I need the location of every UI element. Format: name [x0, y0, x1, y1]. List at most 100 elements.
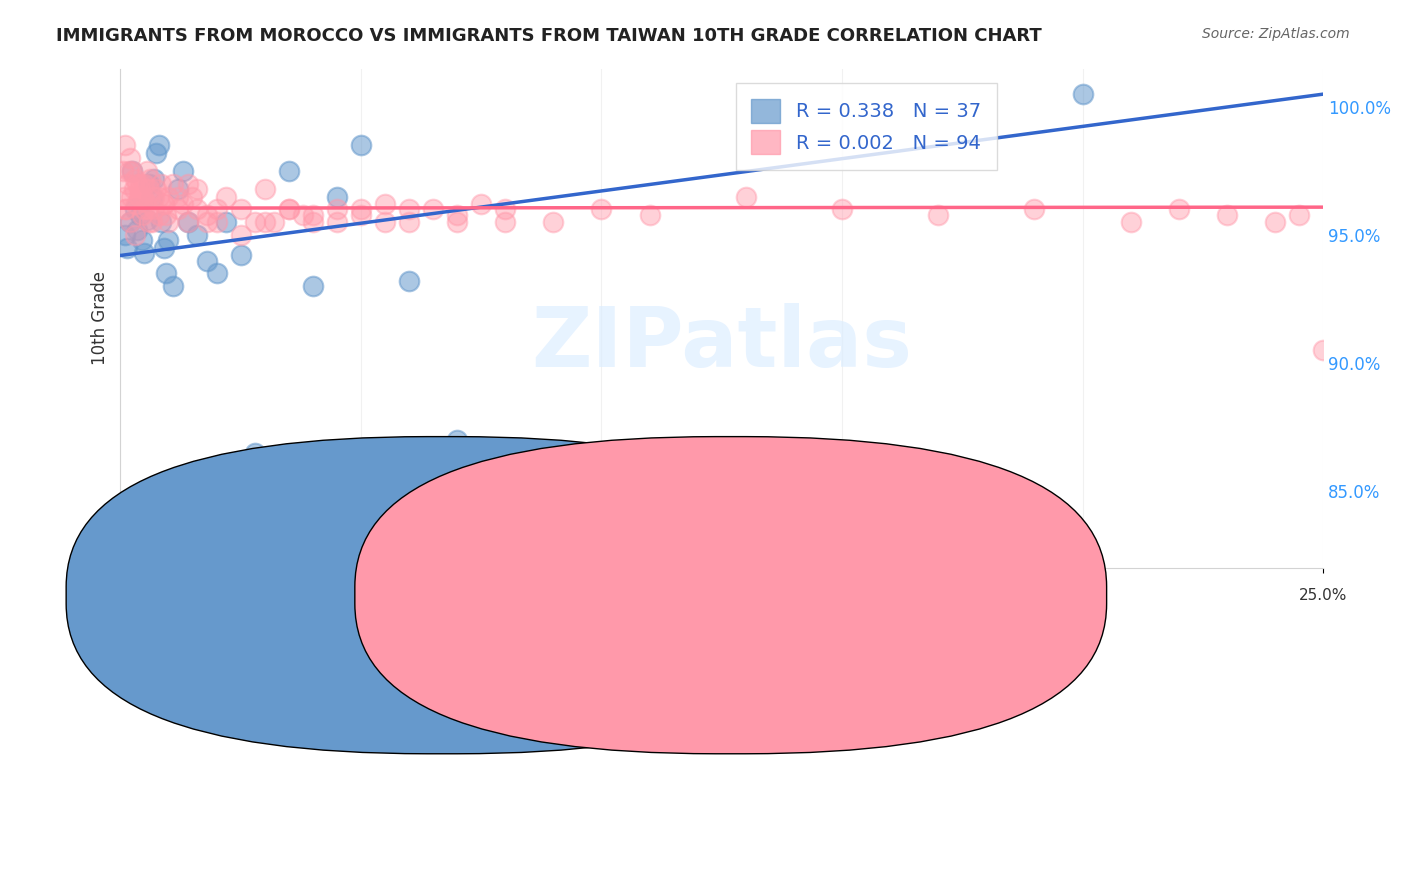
Point	[350, 202, 373, 217]
FancyBboxPatch shape	[354, 436, 1107, 754]
Point	[243, 215, 266, 229]
Point	[215, 215, 238, 229]
Point	[470, 197, 492, 211]
Point	[138, 182, 160, 196]
Point	[136, 202, 159, 217]
FancyBboxPatch shape	[66, 436, 818, 754]
Point	[176, 215, 198, 229]
Point	[115, 202, 138, 217]
Y-axis label: 10th Grade: 10th Grade	[91, 271, 110, 365]
Point	[186, 182, 208, 196]
Text: Immigrants from Morocco: Immigrants from Morocco	[434, 598, 648, 616]
Point	[1264, 215, 1286, 229]
Point	[121, 164, 143, 178]
Point	[446, 215, 468, 229]
Point	[398, 274, 420, 288]
Text: 0.0%: 0.0%	[101, 589, 139, 604]
Point	[277, 202, 299, 217]
Point	[398, 215, 420, 229]
Point	[1071, 87, 1094, 102]
Point	[831, 202, 853, 217]
Point	[350, 207, 373, 221]
Point	[167, 202, 190, 217]
Point	[301, 215, 323, 229]
Point	[157, 233, 180, 247]
Point	[142, 202, 165, 217]
Point	[120, 189, 142, 203]
Point	[139, 171, 162, 186]
Point	[150, 177, 173, 191]
Point	[155, 267, 177, 281]
Point	[157, 215, 180, 229]
Point	[157, 189, 180, 203]
Point	[128, 182, 150, 196]
Point	[152, 197, 174, 211]
Point	[543, 215, 565, 229]
Point	[118, 215, 141, 229]
Point	[215, 189, 238, 203]
Point	[326, 215, 349, 229]
Point	[350, 138, 373, 153]
Point	[118, 215, 141, 229]
Point	[122, 182, 145, 196]
Point	[148, 189, 170, 203]
Point	[134, 194, 156, 209]
Point	[128, 189, 150, 203]
Point	[1288, 207, 1310, 221]
Point	[494, 215, 516, 229]
Point	[150, 215, 173, 229]
Point	[127, 177, 149, 191]
Point	[638, 207, 661, 221]
Point	[117, 241, 139, 255]
Point	[145, 146, 167, 161]
Point	[253, 458, 276, 473]
Point	[112, 189, 135, 203]
Point	[229, 248, 252, 262]
Point	[176, 215, 198, 229]
Point	[591, 202, 613, 217]
Text: ZIPatlas: ZIPatlas	[531, 302, 912, 384]
Point	[167, 189, 190, 203]
Point	[148, 138, 170, 153]
Point	[253, 215, 276, 229]
Point	[117, 177, 139, 191]
Point	[134, 202, 156, 217]
Point	[374, 197, 396, 211]
Point	[195, 215, 218, 229]
Point	[131, 233, 153, 247]
Point	[124, 197, 146, 211]
Point	[734, 189, 756, 203]
Point	[132, 189, 155, 203]
Point	[186, 227, 208, 242]
Point	[277, 164, 299, 178]
Point	[195, 207, 218, 221]
Point	[128, 207, 150, 221]
Point	[128, 189, 150, 203]
Text: 25.0%: 25.0%	[1299, 589, 1347, 604]
Text: Immigrants from Taiwan: Immigrants from Taiwan	[741, 598, 942, 616]
Point	[124, 202, 146, 217]
Point	[124, 171, 146, 186]
Point	[326, 189, 349, 203]
Point	[422, 202, 444, 217]
Point	[446, 433, 468, 447]
Point	[138, 177, 160, 191]
Point	[155, 207, 177, 221]
Point	[253, 182, 276, 196]
Point	[1312, 343, 1334, 358]
Point	[301, 279, 323, 293]
Point	[172, 164, 194, 178]
Point	[205, 267, 228, 281]
Point	[162, 177, 184, 191]
Point	[446, 207, 468, 221]
Point	[118, 151, 141, 165]
Point	[131, 207, 153, 221]
Point	[186, 202, 208, 217]
Point	[134, 246, 156, 260]
Point	[301, 207, 323, 221]
Point	[134, 177, 156, 191]
Point	[114, 138, 136, 153]
Point	[162, 279, 184, 293]
Point	[277, 202, 299, 217]
Point	[127, 223, 149, 237]
